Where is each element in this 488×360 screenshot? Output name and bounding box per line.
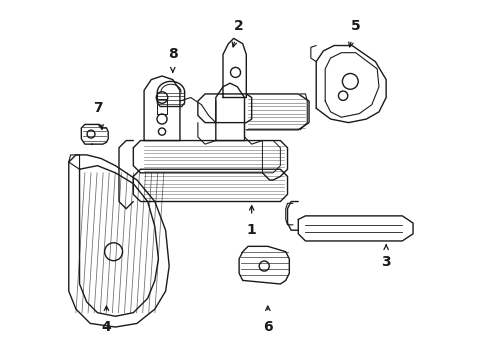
Text: 5: 5 [350,19,360,33]
Text: 6: 6 [263,320,272,334]
Text: 3: 3 [381,256,390,270]
Text: 2: 2 [234,19,244,33]
Text: 8: 8 [167,48,177,62]
Text: 1: 1 [246,223,256,237]
Text: 4: 4 [102,320,111,334]
Text: 7: 7 [92,101,102,115]
